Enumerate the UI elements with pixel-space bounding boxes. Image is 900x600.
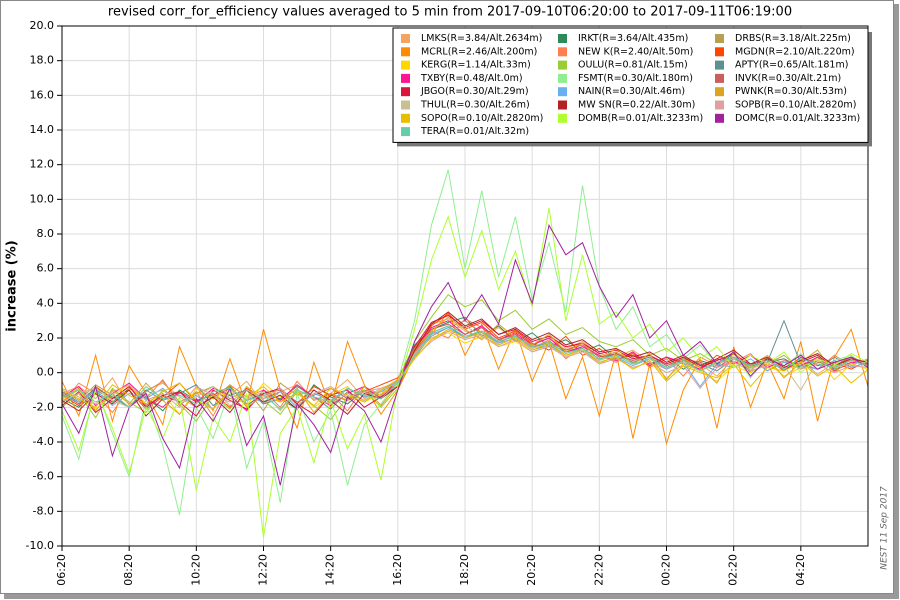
y-tick-label: 6.0 bbox=[37, 262, 55, 275]
x-tick-label: 18:20 bbox=[458, 554, 471, 586]
frame-shadow bbox=[894, 4, 899, 598]
watermark: NEST 11 Sep 2017 bbox=[880, 486, 890, 570]
legend-swatch bbox=[715, 73, 724, 83]
legend-swatch bbox=[715, 100, 724, 110]
legend-label: APTY(R=0.65/Alt.181m) bbox=[735, 60, 848, 71]
series-line bbox=[61, 330, 869, 409]
series-line bbox=[61, 325, 869, 410]
x-tick-label: 02:20 bbox=[727, 554, 740, 586]
y-tick-label: 20.0 bbox=[30, 19, 55, 32]
y-tick-label: 16.0 bbox=[30, 88, 55, 101]
y-tick-label: 12.0 bbox=[30, 158, 55, 171]
y-tick-label: -6.0 bbox=[33, 470, 54, 483]
y-tick-label: 18.0 bbox=[30, 54, 55, 67]
chart-title: revised corr_for_efficiency values avera… bbox=[108, 5, 792, 20]
legend-swatch bbox=[558, 60, 567, 70]
legend-label: LMKS(R=3.84/Alt.2634m) bbox=[421, 33, 542, 44]
legend: LMKS(R=3.84/Alt.2634m) IRKT(R=3.64/Alt.43… bbox=[392, 27, 872, 147]
legend-label: INVK(R=0.30/Alt.21m) bbox=[735, 73, 841, 84]
legend-swatch bbox=[401, 73, 410, 83]
series-line bbox=[61, 207, 869, 538]
series-line bbox=[61, 332, 869, 416]
legend-label: JBGO(R=0.30/Alt.29m) bbox=[420, 86, 529, 97]
plot-border bbox=[61, 25, 869, 547]
legend-swatch bbox=[558, 34, 567, 43]
legend-box bbox=[392, 27, 869, 143]
x-tick-label: 22:20 bbox=[592, 554, 605, 586]
y-tick-label: -8.0 bbox=[33, 504, 54, 517]
legend-swatch bbox=[715, 87, 724, 97]
x-tick-label: 04:20 bbox=[794, 554, 807, 586]
x-tick-label: 06:20 bbox=[55, 554, 68, 586]
x-tick-label: 12:20 bbox=[257, 554, 270, 586]
y-tick-label: -4.0 bbox=[33, 435, 54, 448]
legend-label: NEW K(R=2.40/Alt.50m) bbox=[578, 46, 693, 57]
series-line bbox=[61, 311, 869, 417]
y-tick-label: 14.0 bbox=[30, 123, 55, 136]
legend-swatch bbox=[401, 100, 410, 110]
series-line bbox=[61, 223, 869, 486]
x-tick-label: 16:20 bbox=[391, 554, 404, 586]
series-line bbox=[61, 314, 869, 417]
y-tick-label: 10.0 bbox=[30, 192, 55, 205]
legend-label: KERG(R=1.14/Alt.33m) bbox=[421, 60, 531, 71]
legend-label: SOPB(R=0.10/Alt.2820m) bbox=[735, 100, 856, 111]
legend-swatch bbox=[558, 47, 567, 57]
legend-label: THUL(R=0.30/Alt.26m) bbox=[420, 100, 530, 111]
y-tick-label: 4.0 bbox=[37, 296, 55, 309]
legend-label: IRKT(R=3.64/Alt.435m) bbox=[578, 33, 688, 44]
y-tick-label: 2.0 bbox=[37, 331, 55, 344]
legend-swatch bbox=[401, 113, 410, 123]
legend-label: TXBY(R=0.48/Alt.0m) bbox=[420, 73, 523, 84]
legend-swatch bbox=[401, 87, 410, 97]
y-tick-label: 8.0 bbox=[37, 227, 55, 240]
lines bbox=[61, 169, 869, 538]
legend-swatch bbox=[401, 60, 410, 70]
legend-swatch bbox=[715, 47, 724, 57]
legend-label: MCRL(R=2.46/Alt.200m) bbox=[421, 46, 537, 57]
x-tick-label: 08:20 bbox=[122, 554, 135, 586]
legend-label: SOPO(R=0.10/Alt.2820m) bbox=[421, 113, 543, 124]
legend-label: TERA(R=0.01/Alt.32m) bbox=[420, 126, 529, 137]
legend-swatch bbox=[558, 113, 567, 123]
legend-label: NAIN(R=0.30/Alt.46m) bbox=[578, 86, 685, 97]
legend-swatch bbox=[401, 47, 410, 57]
x-tick-label: 00:20 bbox=[660, 554, 673, 586]
legend-label: PWNK(R=0.30/Alt.53m) bbox=[735, 86, 847, 97]
legend-label: DOMC(R=0.01/Alt.3233m) bbox=[735, 113, 860, 124]
legend-swatch bbox=[715, 34, 724, 43]
x-tick-label: 14:20 bbox=[324, 554, 337, 586]
legend-swatch bbox=[401, 34, 410, 43]
legend-swatch bbox=[558, 87, 567, 97]
axes: -10.0 -8.0 -6.0 -4.0 -2.0 0.0 2.0 4.0 6.0 8.0 10.0… bbox=[26, 19, 869, 586]
legend-label: DRBS(R=3.18/Alt.225m) bbox=[735, 33, 851, 44]
x-tick-label: 20:20 bbox=[525, 554, 538, 586]
y-axis-label: increase (%) bbox=[5, 240, 20, 331]
legend-swatch bbox=[401, 127, 410, 137]
frame-shadow bbox=[4, 594, 899, 599]
legend-swatch bbox=[558, 73, 567, 83]
legend-swatch bbox=[715, 113, 724, 123]
legend-swatch bbox=[558, 100, 567, 110]
x-tick-label: 10:20 bbox=[189, 554, 202, 586]
y-tick-label: 0.0 bbox=[37, 366, 55, 379]
y-tick-label: -10.0 bbox=[26, 539, 54, 552]
legend-label: OULU(R=0.81/Alt.15m) bbox=[578, 60, 688, 71]
legend-swatch bbox=[715, 60, 724, 70]
y-tick-label: -2.0 bbox=[33, 400, 54, 413]
legend-label: DOMB(R=0.01/Alt.3233m) bbox=[578, 113, 703, 124]
legend-label: MGDN(R=2.10/Alt.220m) bbox=[735, 46, 855, 57]
legend-label: FSMT(R=0.30/Alt.180m) bbox=[578, 73, 693, 84]
legend-label: MW SN(R=0.22/Alt.30m) bbox=[578, 100, 695, 111]
